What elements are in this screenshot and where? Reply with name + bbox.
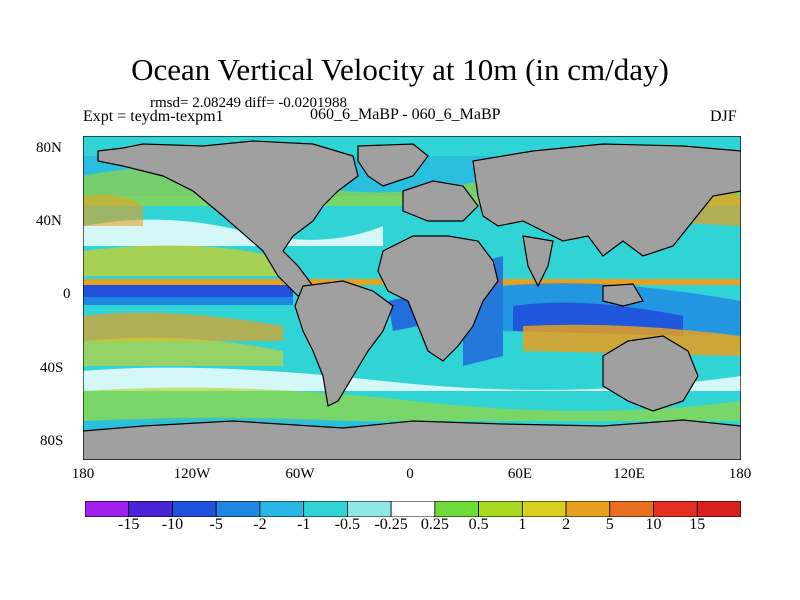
colorbar-label: -10 bbox=[161, 516, 184, 533]
colorbar-cell bbox=[172, 501, 217, 517]
colorbar-label: 1 bbox=[518, 516, 527, 533]
lon-tick-0: 0 bbox=[406, 466, 414, 482]
stats-label: rmsd= 2.08249 diff= -0.0201988 bbox=[150, 95, 347, 112]
colorbar-cell bbox=[259, 501, 305, 517]
colorbar-cell bbox=[215, 501, 261, 517]
lon-tick-180w: 180 bbox=[71, 466, 95, 482]
colorbar-cell bbox=[434, 501, 479, 517]
colorbar-label: 0.25 bbox=[420, 516, 449, 533]
colorbar-cell bbox=[85, 501, 130, 517]
season-label: DJF bbox=[710, 108, 737, 125]
lon-tick-60w: 60W bbox=[285, 466, 315, 482]
colorbar-label: -1 bbox=[296, 516, 311, 533]
plot-title: Ocean Vertical Velocity at 10m (in cm/da… bbox=[131, 52, 669, 87]
colorbar-cell bbox=[653, 501, 698, 517]
run-label: 060_6_MaBP - 060_6_MaBP bbox=[310, 106, 501, 123]
colorbar-cell bbox=[303, 501, 348, 517]
lat-tick-80n: 80N bbox=[36, 140, 62, 156]
colorbar-label: 5 bbox=[605, 516, 614, 533]
colorbar-label: 2 bbox=[562, 516, 571, 533]
lat-tick-80s: 80S bbox=[40, 433, 64, 449]
diff-value: diff= -0.0201988 bbox=[244, 95, 348, 111]
lat-tick-40s: 40S bbox=[40, 360, 64, 376]
lat-tick-eq: 0 bbox=[63, 286, 71, 302]
colorbar-label: -5 bbox=[209, 516, 223, 533]
colorbar-label: -2 bbox=[253, 516, 267, 533]
colorbar-label: -15 bbox=[118, 516, 140, 533]
lon-tick-60e: 60E bbox=[507, 466, 533, 482]
lon-tick-180e: 180 bbox=[728, 466, 752, 482]
colorbar-cell bbox=[346, 501, 392, 517]
colorbar-cell bbox=[696, 501, 741, 517]
lat-tick-40n: 40N bbox=[36, 213, 62, 229]
colorbar-cell bbox=[128, 501, 173, 517]
colorbar-cell bbox=[390, 501, 436, 517]
colorbar-label: -0.25 bbox=[374, 516, 408, 533]
colorbar-label: -0.5 bbox=[334, 516, 361, 533]
colorbar-label: 10 bbox=[645, 516, 662, 533]
colorbar-cell bbox=[521, 501, 567, 517]
lon-tick-120w: 120W bbox=[173, 466, 211, 482]
colorbar-label: 15 bbox=[689, 516, 706, 533]
rmsd-value: rmsd= 2.08249 bbox=[150, 95, 241, 111]
colorbar-cell bbox=[609, 501, 654, 517]
velocity-map bbox=[83, 136, 741, 460]
lon-tick-120e: 120E bbox=[613, 466, 645, 482]
colorbar bbox=[85, 501, 741, 517]
colorbar-cell bbox=[565, 501, 611, 517]
experiment-label: Expt = teydm-texpm1 bbox=[83, 108, 224, 125]
colorbar-label: 0.5 bbox=[468, 516, 489, 533]
land-masses bbox=[83, 140, 741, 460]
colorbar-cell bbox=[478, 501, 523, 517]
